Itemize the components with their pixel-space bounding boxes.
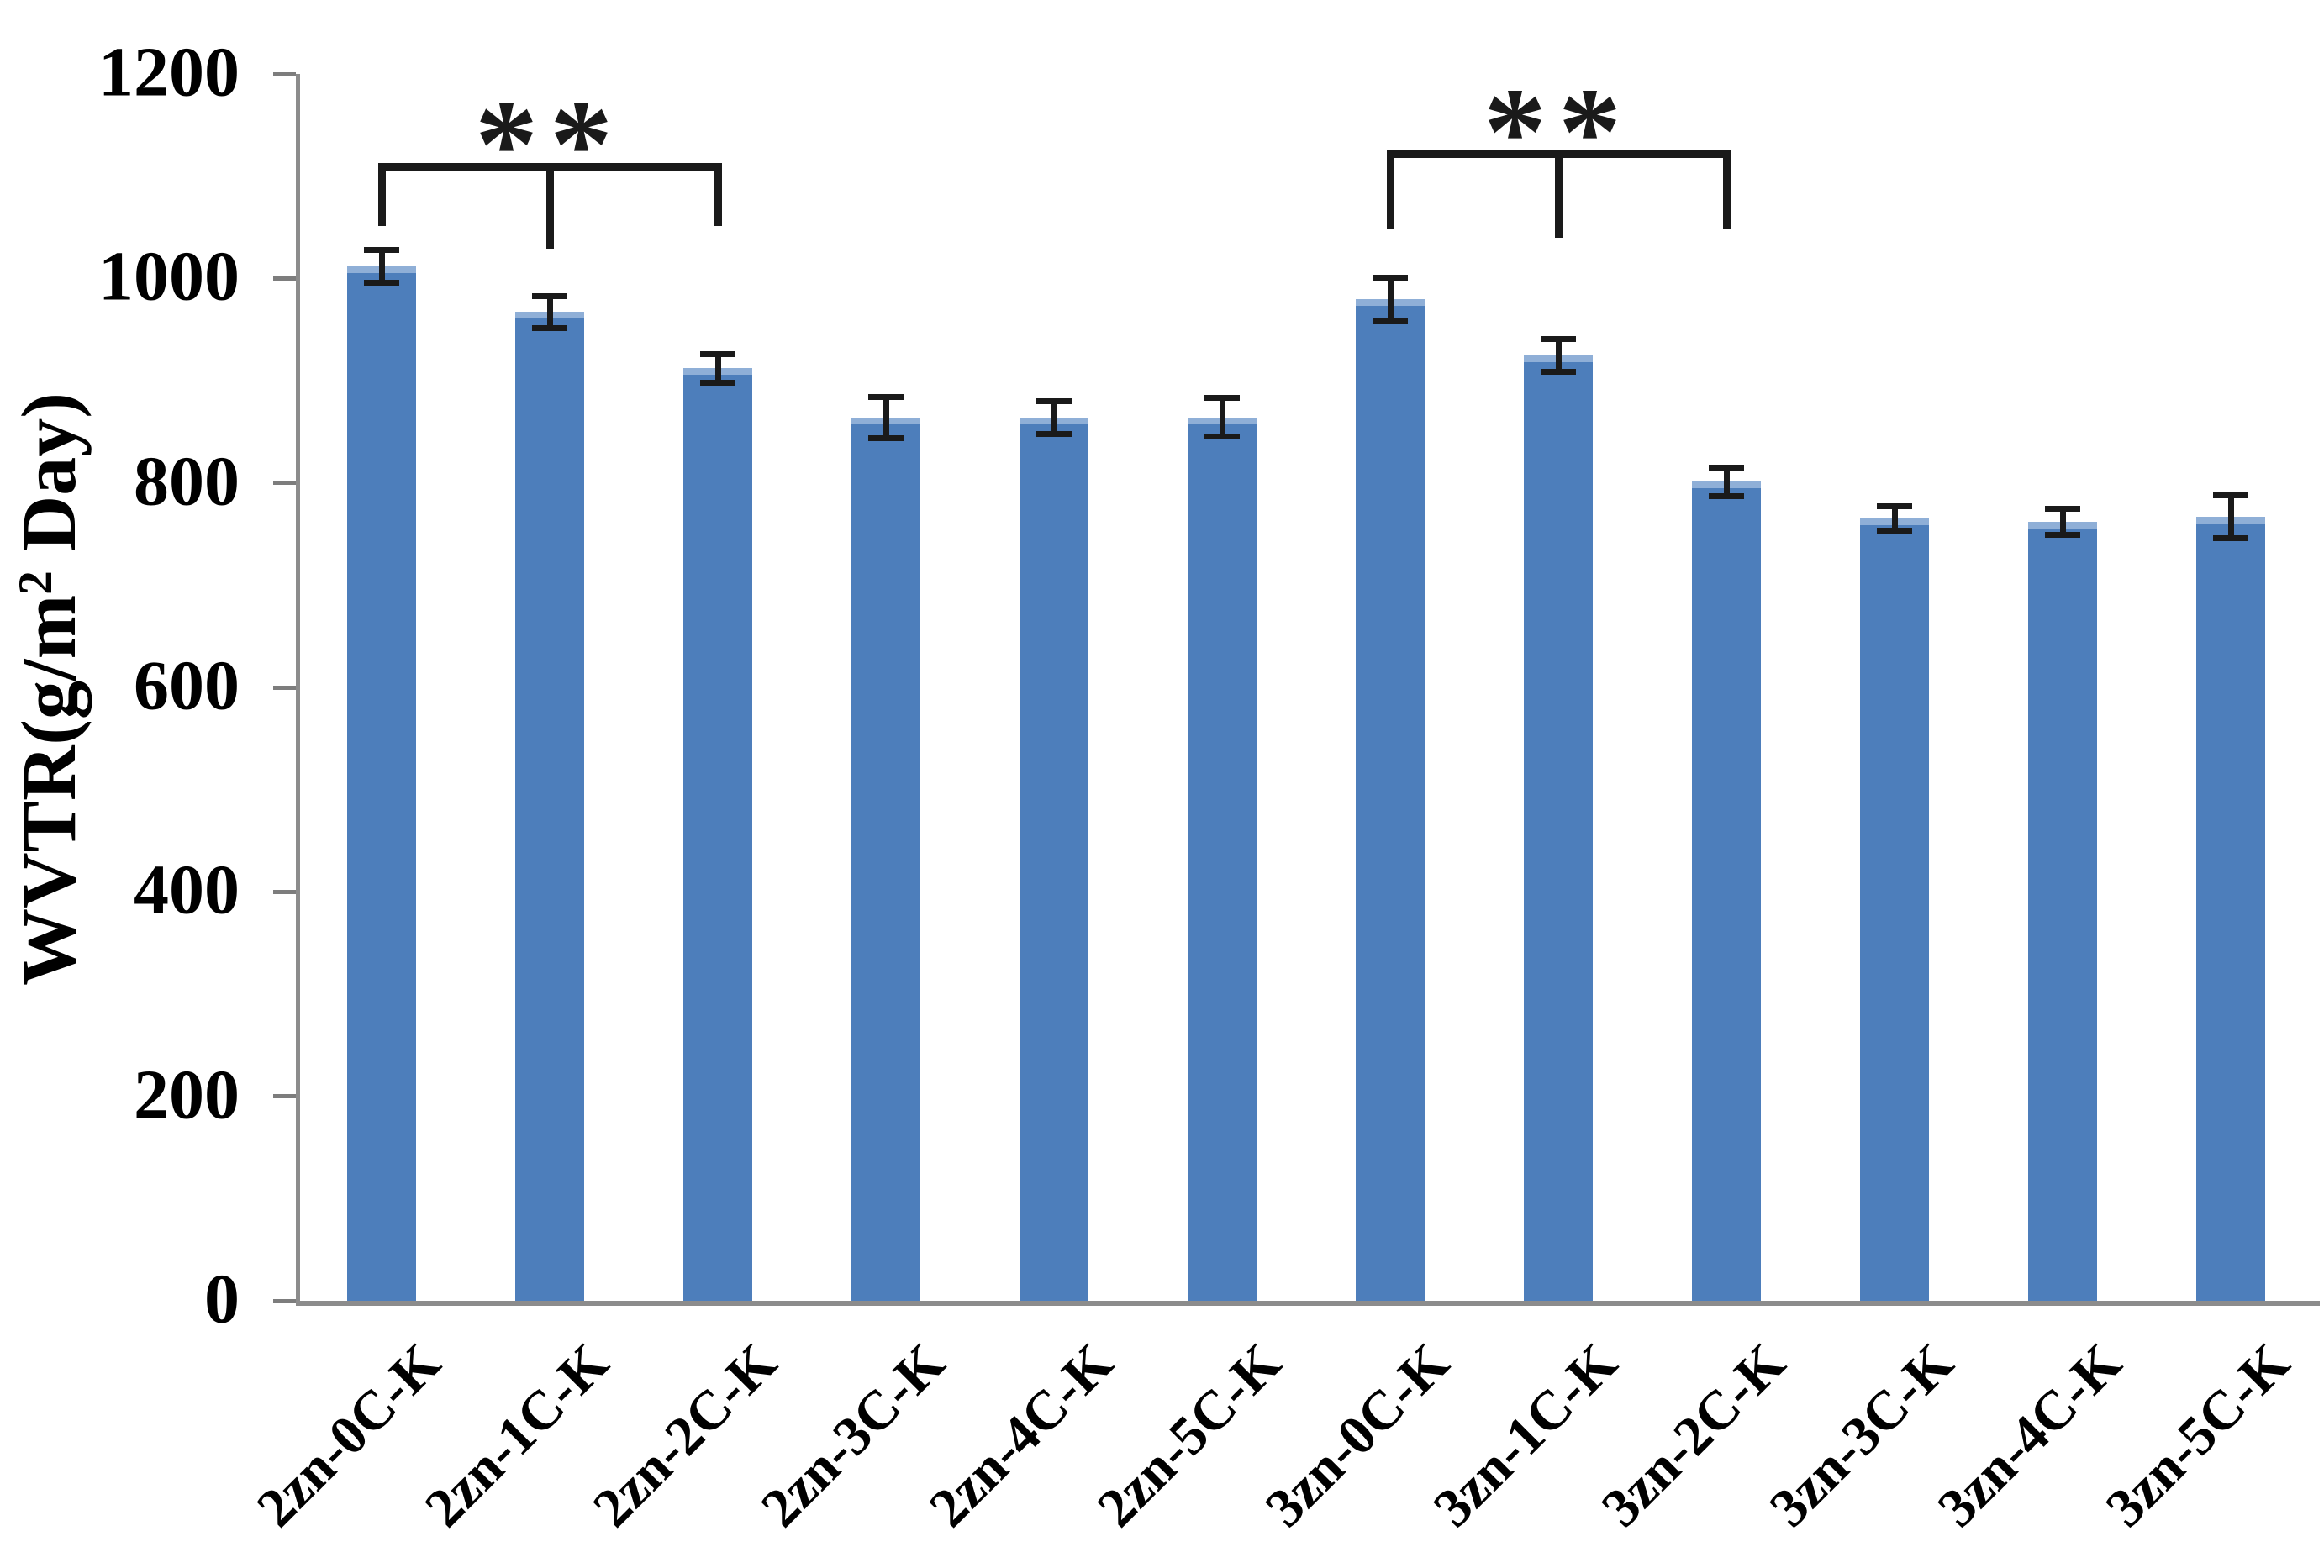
- x-category-label: 3zn-3C-K: [1757, 1332, 1965, 1539]
- significance-bracket-left-leg: [377, 162, 386, 227]
- x-category-label: 3zn-2C-K: [1589, 1332, 1797, 1539]
- error-bar-cap-bottom: [700, 379, 735, 386]
- error-bar-cap-top: [2213, 492, 2248, 498]
- bar: [1020, 417, 1088, 1301]
- error-bar-cap-top: [1541, 335, 1576, 342]
- error-bar-line: [1555, 339, 1562, 372]
- error-bar-cap-bottom: [868, 434, 904, 441]
- error-bar-line: [1891, 506, 1898, 531]
- error-bar-line: [378, 250, 385, 283]
- error-bar-cap-top: [532, 292, 567, 299]
- error-bar-cap-top: [1709, 464, 1744, 471]
- error-bar-line: [714, 354, 721, 383]
- error-bar-cap-bottom: [364, 279, 399, 286]
- x-axis-line: [296, 1301, 2320, 1306]
- significance-bracket-left-leg: [1386, 150, 1394, 229]
- error-bar-cap-bottom: [532, 325, 567, 332]
- y-axis-tick: [273, 1298, 296, 1303]
- error-bar-cap-top: [1877, 503, 1912, 510]
- bar: [1188, 417, 1257, 1301]
- bar: [683, 368, 752, 1301]
- x-category-label: 2zn-2C-K: [581, 1332, 788, 1539]
- y-axis-tick: [273, 71, 296, 76]
- bar: [1860, 518, 1929, 1301]
- x-category-label: 2zn-3C-K: [749, 1332, 956, 1539]
- significance-label: **: [475, 74, 624, 214]
- error-bar-line: [2059, 508, 2066, 535]
- error-bar-cap-bottom: [1204, 434, 1240, 440]
- error-bar-line: [546, 296, 553, 329]
- x-category-label: 2zn-1C-K: [413, 1332, 620, 1539]
- error-bar-cap-top: [868, 393, 904, 400]
- x-category-label: 3zn-4C-K: [1926, 1332, 2133, 1539]
- y-axis-tick: [273, 889, 296, 894]
- x-category-label: 3zn-5C-K: [2094, 1332, 2301, 1539]
- bar: [1524, 355, 1593, 1301]
- y-axis-title-superscript: 2: [9, 571, 62, 595]
- significance-bracket-right-leg: [1722, 150, 1731, 229]
- y-axis-tick: [273, 481, 296, 486]
- y-tick-label: 200: [134, 1055, 240, 1134]
- y-axis-line: [296, 74, 300, 1306]
- significance-bracket-middle-leg: [545, 162, 554, 250]
- error-bar-cap-bottom: [1373, 317, 1408, 324]
- error-bar-cap-bottom: [1877, 528, 1912, 534]
- error-bar-cap-bottom: [1036, 430, 1072, 437]
- bar: [1356, 298, 1425, 1301]
- x-category-label: 2zn-5C-K: [1085, 1332, 1293, 1539]
- y-tick-label: 1200: [98, 33, 240, 112]
- x-category-label: 2zn-0C-K: [245, 1332, 452, 1539]
- y-axis-tick: [273, 685, 296, 690]
- error-bar-cap-top: [1204, 395, 1240, 402]
- significance-label: **: [1483, 62, 1633, 203]
- y-tick-label: 800: [134, 441, 240, 520]
- y-axis-title: WVTR(g/m2 Day): [6, 392, 92, 986]
- y-tick-label: 400: [134, 850, 240, 929]
- significance-bracket-right-leg: [714, 162, 722, 227]
- error-bar-line: [883, 397, 889, 439]
- y-axis-title-prefix: WVTR(g/m: [6, 594, 92, 986]
- error-bar-cap-top: [2045, 505, 2080, 512]
- error-bar-cap-top: [1036, 397, 1072, 404]
- error-bar-cap-bottom: [2045, 532, 2080, 539]
- error-bar-line: [1723, 467, 1730, 497]
- y-tick-label: 600: [134, 646, 240, 725]
- error-bar-cap-bottom: [1541, 368, 1576, 375]
- bar: [1692, 481, 1761, 1301]
- bar: [515, 312, 584, 1301]
- error-bar-cap-bottom: [2213, 534, 2248, 541]
- bar: [2028, 521, 2097, 1301]
- error-bar-line: [1051, 401, 1057, 434]
- bar: [347, 266, 416, 1301]
- bar: [2196, 516, 2265, 1301]
- x-category-label: 2zn-4C-K: [917, 1332, 1125, 1539]
- error-bar-line: [1219, 397, 1225, 437]
- error-bar-line: [2227, 495, 2234, 539]
- y-tick-label: 0: [204, 1260, 240, 1339]
- error-bar-cap-top: [1373, 274, 1408, 281]
- bar: [851, 417, 920, 1301]
- x-category-label: 3zn-0C-K: [1253, 1332, 1461, 1539]
- error-bar-cap-bottom: [1709, 492, 1744, 499]
- error-bar-cap-top: [364, 246, 399, 253]
- y-tick-label: 1000: [98, 237, 240, 316]
- y-axis-tick: [273, 276, 296, 281]
- y-axis-tick: [273, 1094, 296, 1099]
- y-axis-title-suffix: Day): [6, 392, 92, 571]
- error-bar-cap-top: [700, 350, 735, 357]
- significance-bracket-middle-leg: [1554, 150, 1563, 238]
- error-bar-line: [1387, 277, 1394, 321]
- x-category-label: 3zn-1C-K: [1421, 1332, 1629, 1539]
